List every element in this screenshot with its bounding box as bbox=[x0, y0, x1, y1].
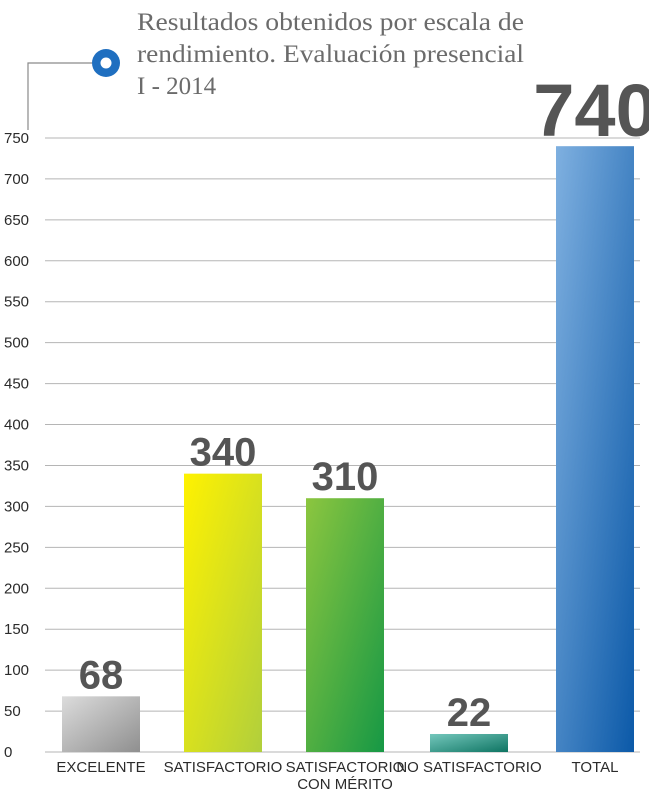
x-category-label: TOTAL bbox=[572, 759, 619, 776]
y-tick-label: 450 bbox=[4, 376, 29, 393]
bars bbox=[62, 146, 634, 753]
bar-value-label: 340 bbox=[190, 431, 257, 475]
y-tick-label: 150 bbox=[4, 621, 29, 638]
y-axis-ticks: 0 50 100 150 200 250 300 350 400 450 500 550 600 650 7… bbox=[4, 130, 29, 761]
bar bbox=[430, 733, 508, 752]
y-tick-label: 200 bbox=[4, 580, 29, 597]
bar-value-label: 740 bbox=[533, 69, 649, 152]
bar-value-label: 310 bbox=[312, 455, 379, 499]
x-category-label: CON MÉRITO bbox=[297, 776, 393, 793]
y-tick-label: 750 bbox=[4, 130, 29, 147]
value-labels: 68 340 310 22 740 bbox=[79, 69, 649, 735]
bar bbox=[184, 473, 262, 752]
title-connector-line bbox=[27, 62, 92, 130]
y-tick-label: 300 bbox=[4, 498, 29, 515]
chart-title-line-1: Resultados obtenidos por escala de bbox=[137, 9, 524, 36]
y-tick-label: 650 bbox=[4, 212, 29, 229]
x-category-label: NO SATISFACTORIO bbox=[396, 759, 541, 776]
bar bbox=[62, 696, 140, 752]
y-tick-label: 50 bbox=[4, 703, 21, 720]
x-category-label: SATISFACTORIO bbox=[286, 759, 405, 776]
bar-value-label: 68 bbox=[79, 653, 124, 697]
chart-title-group: Resultados obtenidos por escala de rendi… bbox=[27, 9, 524, 130]
bar-value-label: 22 bbox=[447, 691, 492, 735]
y-tick-label: 100 bbox=[4, 662, 29, 679]
y-tick-label: 500 bbox=[4, 335, 29, 352]
x-category-label: SATISFACTORIO bbox=[164, 759, 283, 776]
chart-title-line-3: I - 2014 bbox=[137, 73, 217, 100]
y-tick-label: 700 bbox=[4, 171, 29, 188]
bar bbox=[556, 146, 634, 753]
y-tick-label: 550 bbox=[4, 294, 29, 311]
title-marker-inner bbox=[100, 57, 112, 69]
y-tick-label: 400 bbox=[4, 417, 29, 434]
bar bbox=[306, 498, 384, 752]
y-tick-label: 0 bbox=[4, 744, 12, 761]
x-category-label: EXCELENTE bbox=[56, 759, 145, 776]
y-tick-label: 250 bbox=[4, 539, 29, 556]
y-tick-label: 350 bbox=[4, 457, 29, 474]
chart-title-line-2: rendimiento. Evaluación presencial bbox=[137, 41, 524, 68]
y-tick-label: 600 bbox=[4, 253, 29, 270]
